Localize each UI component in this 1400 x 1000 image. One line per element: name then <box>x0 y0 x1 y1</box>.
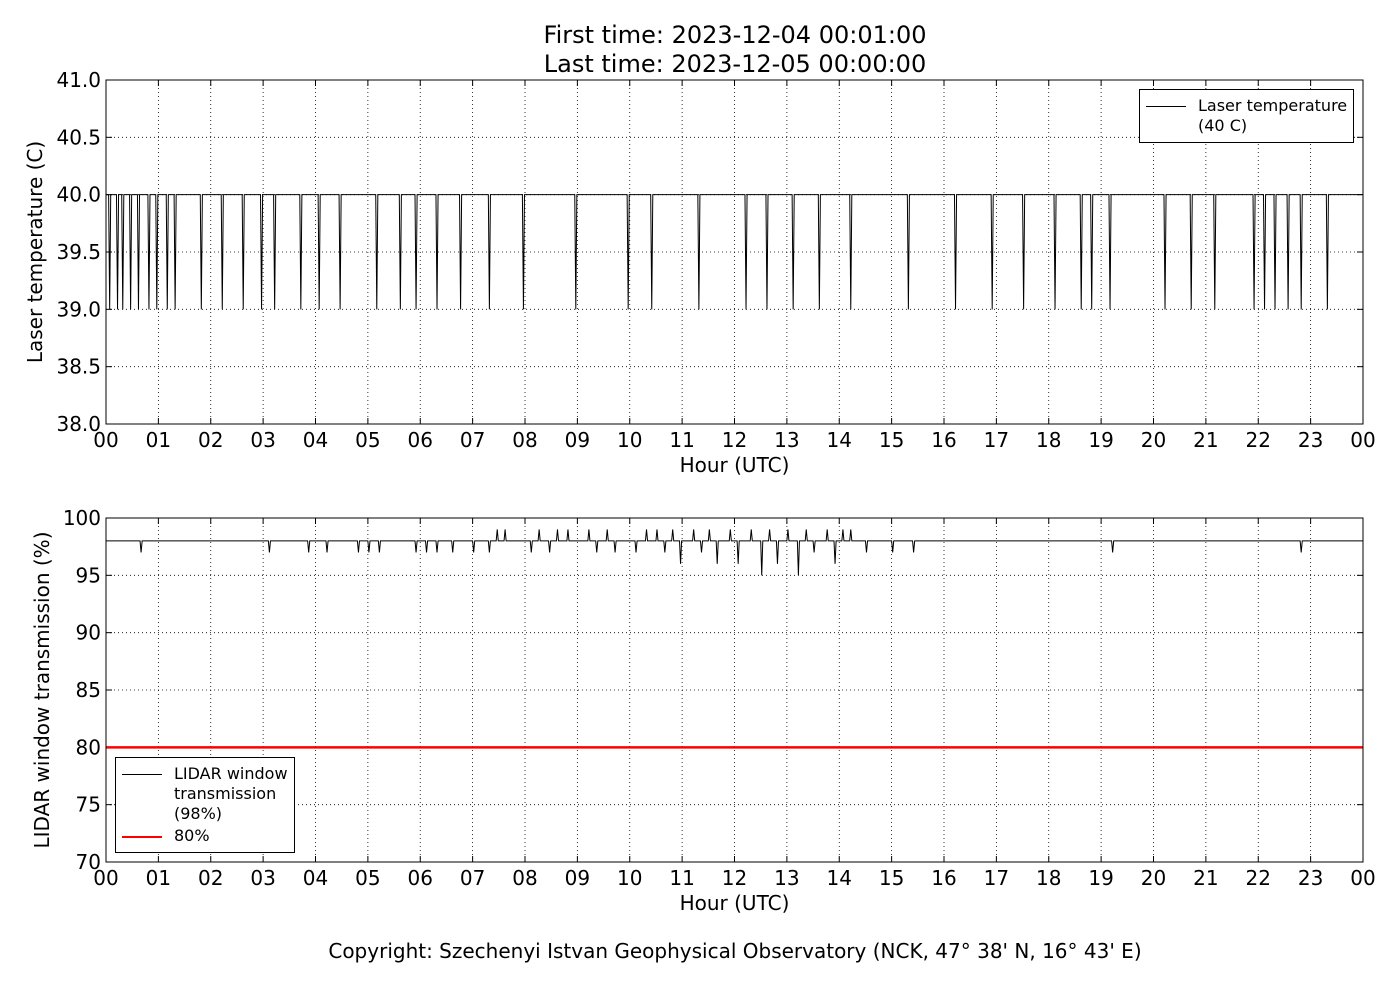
x-tick-label: 01 <box>146 428 171 452</box>
x-tick-label: 10 <box>617 866 642 890</box>
x-tick-label: 04 <box>303 428 328 452</box>
legend-label: 80% <box>174 826 210 845</box>
x-tick-label: 09 <box>565 866 590 890</box>
x-tick-label: 08 <box>512 866 537 890</box>
x-tick-label: 20 <box>1141 428 1166 452</box>
legend-entry: LIDAR window transmission (98%) <box>122 764 288 824</box>
y-axis-label: LIDAR window transmission (%) <box>30 532 54 849</box>
footer: Copyright: Szechenyi Istvan Geophysical … <box>328 939 1141 963</box>
y-tick-label: 80 <box>76 735 101 759</box>
plot-frame <box>105 79 1364 425</box>
y-tick-label: 90 <box>76 621 101 645</box>
x-tick-label: 00 <box>93 428 118 452</box>
x-tick-label: 16 <box>931 866 956 890</box>
x-tick-label: 17 <box>984 428 1009 452</box>
legend-swatch <box>1146 96 1186 107</box>
x-tick-label: 12 <box>722 866 747 890</box>
y-tick-label: 39.5 <box>56 240 101 264</box>
x-tick-label: 17 <box>984 866 1009 890</box>
x-tick-label: 18 <box>1036 866 1061 890</box>
x-tick-label: 01 <box>146 866 171 890</box>
x-tick-label: 21 <box>1193 866 1218 890</box>
x-tick-label: 05 <box>355 428 380 452</box>
x-tick-label: 14 <box>827 428 852 452</box>
y-axis-label: Laser temperature (C) <box>23 141 47 363</box>
legend-entry: Laser temperature (40 C) <box>1146 96 1347 136</box>
y-tick-label: 40.5 <box>56 125 101 149</box>
y-tick-label: 38.0 <box>56 412 101 436</box>
plot-frame <box>105 517 1364 863</box>
x-tick-label: 21 <box>1193 428 1218 452</box>
x-tick-label: 13 <box>774 428 799 452</box>
legend-entry: 80% <box>122 826 288 846</box>
x-tick-label: 00 <box>93 866 118 890</box>
x-tick-label: 06 <box>408 866 433 890</box>
x-tick-label: 07 <box>460 866 485 890</box>
legend-label: LIDAR window transmission (98%) <box>174 764 288 823</box>
x-tick-label: 18 <box>1036 428 1061 452</box>
x-axis-label: Hour (UTC) <box>680 453 790 477</box>
y-tick-label: 95 <box>76 563 101 587</box>
legend-swatch <box>122 764 162 775</box>
x-tick-label: 07 <box>460 428 485 452</box>
y-tick-label: 75 <box>76 793 101 817</box>
x-tick-label: 20 <box>1141 866 1166 890</box>
x-tick-label: 22 <box>1246 866 1271 890</box>
data-line <box>106 529 1363 576</box>
x-tick-label: 19 <box>1088 428 1113 452</box>
x-tick-label: 00 <box>1350 866 1375 890</box>
x-tick-label: 09 <box>565 428 590 452</box>
y-tick-label: 41.0 <box>56 68 101 92</box>
y-tick-label: 70 <box>76 850 101 874</box>
x-tick-label: 11 <box>669 866 694 890</box>
x-tick-label: 22 <box>1246 428 1271 452</box>
x-tick-label: 03 <box>250 866 275 890</box>
x-tick-label: 16 <box>931 428 956 452</box>
x-tick-label: 02 <box>198 866 223 890</box>
x-tick-label: 00 <box>1350 428 1375 452</box>
x-tick-label: 13 <box>774 866 799 890</box>
legend-swatch <box>122 826 162 838</box>
y-tick-label: 38.5 <box>56 355 101 379</box>
y-tick-label: 100 <box>63 506 101 530</box>
legend: Laser temperature (40 C) <box>1139 89 1355 143</box>
title-line: Last time: 2023-12-05 00:00:00 <box>544 50 926 78</box>
x-axis-label: Hour (UTC) <box>680 891 790 915</box>
x-tick-label: 08 <box>512 428 537 452</box>
x-tick-label: 11 <box>669 428 694 452</box>
x-tick-label: 23 <box>1298 428 1323 452</box>
title-line: First time: 2023-12-04 00:01:00 <box>544 21 927 49</box>
legend-label: Laser temperature (40 C) <box>1198 96 1348 135</box>
x-tick-label: 19 <box>1088 866 1113 890</box>
x-tick-label: 06 <box>408 428 433 452</box>
x-tick-label: 15 <box>879 866 904 890</box>
legend: LIDAR window transmission (98%) 80% <box>115 757 295 853</box>
x-tick-label: 14 <box>827 866 852 890</box>
x-tick-label: 04 <box>303 866 328 890</box>
y-tick-label: 40.0 <box>56 183 101 207</box>
data-line <box>106 194 1363 310</box>
x-tick-label: 02 <box>198 428 223 452</box>
x-tick-label: 03 <box>250 428 275 452</box>
x-tick-label: 05 <box>355 866 380 890</box>
x-tick-label: 12 <box>722 428 747 452</box>
y-tick-label: 85 <box>76 678 101 702</box>
y-tick-label: 39.0 <box>56 297 101 321</box>
x-tick-label: 10 <box>617 428 642 452</box>
x-tick-label: 15 <box>879 428 904 452</box>
x-tick-label: 23 <box>1298 866 1323 890</box>
